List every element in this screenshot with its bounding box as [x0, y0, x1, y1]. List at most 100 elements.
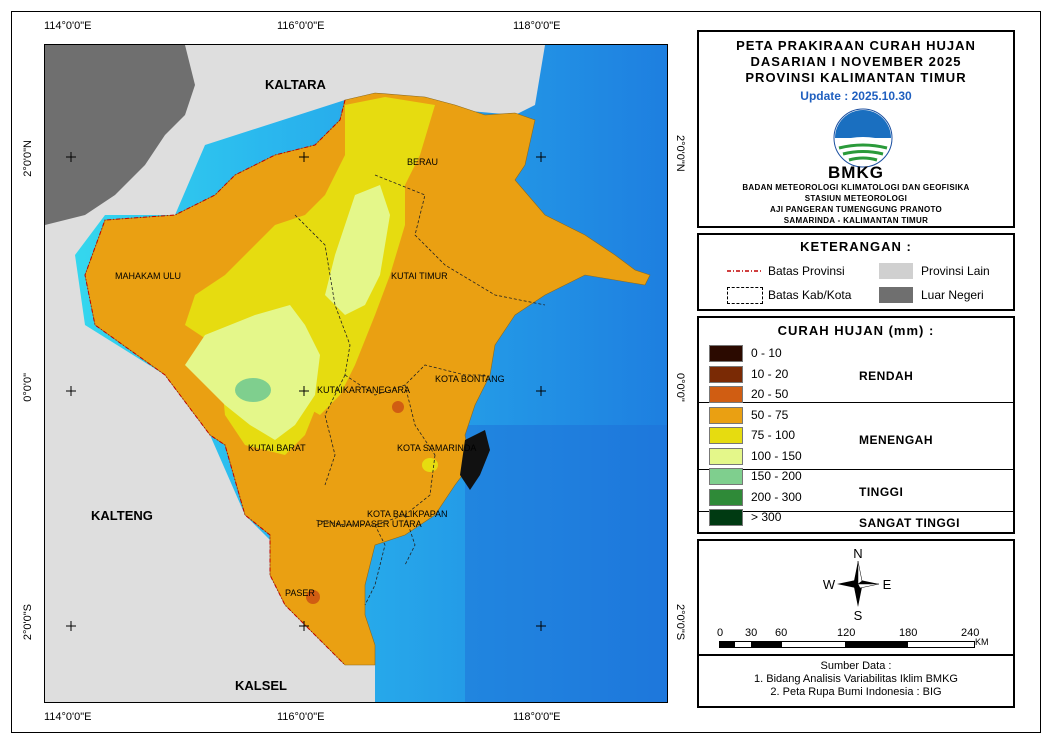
zone-20-50-paser: [306, 590, 320, 604]
rainfall-legend-panel: CURAH HUJAN (mm) : RENDAH MENENGAH TINGG…: [697, 316, 1015, 534]
institution-line-1: BADAN METEOROLOGI KLIMATOLOGI DAN GEOFIS…: [742, 183, 970, 192]
divider-2: [699, 469, 1013, 470]
label-berau: BERAU: [407, 157, 438, 167]
rainfall-swatch: [709, 386, 743, 403]
coord-right-0: 0°0'0": [674, 373, 686, 402]
category-menengah: MENENGAH: [859, 433, 934, 447]
source-line-1: 1. Bidang Analisis Variabilitas Iklim BM…: [754, 673, 958, 685]
update-date: Update : 2025.10.30: [800, 89, 912, 103]
scale-tick-60: 60: [775, 627, 788, 639]
rainfall-legend-title: CURAH HUJAN (mm) :: [777, 323, 935, 338]
rainfall-swatch: [709, 488, 743, 506]
category-tinggi: TINGGI: [859, 485, 904, 499]
rainfall-swatch: [709, 406, 743, 424]
institution-line-3: AJI PANGERAN TUMENGGUNG PRANOTO: [769, 205, 943, 214]
title-line-3: PROVINSI KALIMANTAN TIMUR: [745, 70, 967, 85]
rainfall-class-label: 50 - 75: [751, 407, 789, 422]
label-kota-bontang: KOTA BONTANG: [435, 374, 505, 384]
bmkg-logo: [833, 108, 893, 168]
label-kota-balikpapan: KOTA BALIKPAPAN: [367, 509, 448, 519]
coord-top-114: 114°0'0"E: [44, 20, 92, 32]
compass-e: E: [883, 577, 892, 592]
scale-tick-240: 240: [961, 627, 980, 639]
source-panel: Sumber Data : 1. Bidang Analisis Variabi…: [697, 656, 1015, 708]
divider-3: [699, 511, 1013, 512]
rainfall-class-label: 200 - 300: [751, 489, 802, 504]
label-kalteng: KALTENG: [91, 508, 153, 523]
label-kaltara: KALTARA: [265, 77, 327, 92]
rainfall-swatch: [709, 509, 743, 526]
compass-rose: N S W E: [823, 547, 892, 621]
zone-100-150-west: [185, 305, 320, 440]
title-line-1: PETA PRAKIRAAN CURAH HUJAN: [736, 38, 976, 53]
province-border: [84, 99, 346, 666]
label-kalsel: KALSEL: [235, 678, 287, 693]
legend-luar-negeri: Luar Negeri: [921, 288, 984, 302]
scale-bar: 0 30 60 120 180 240 KM: [699, 627, 1013, 649]
scale-unit: KM: [975, 637, 989, 647]
label-penajam: PENAJAMPASER UTARA: [317, 519, 422, 529]
label-kutai-timur: KUTAI TIMUR: [391, 271, 448, 281]
foreign-swatch: [879, 287, 913, 303]
title-line-2: DASARIAN I NOVEMBER 2025: [750, 54, 962, 69]
rainfall-class-label: 0 - 10: [751, 346, 782, 360]
coord-left-2n: 2°0'0"N: [22, 140, 34, 177]
scale-tick-120: 120: [837, 627, 856, 639]
graticule-crosses: [66, 152, 546, 631]
scale-tick-0: 0: [717, 627, 724, 639]
compass-scale-panel: N S W E 0 30 60 120 180 240 KM: [697, 539, 1015, 656]
coord-left-0: 0°0'0": [22, 373, 34, 402]
regency-border-symbol: [727, 287, 763, 304]
institution-line-4: SAMARINDA - KALIMANTAN TIMUR: [783, 216, 929, 225]
rainfall-class-label: 75 - 100: [751, 428, 796, 442]
other-provinces-west: [45, 45, 545, 702]
coord-bottom-118: 118°0'0"E: [513, 711, 561, 723]
compass-w: W: [823, 577, 836, 592]
rainfall-map: KALTARA KALTENG KALSEL BERAU MAHAKAM ULU…: [44, 44, 668, 703]
zone-75-100-samarinda: [422, 458, 438, 472]
label-mahakam-ulu: MAHAKAM ULU: [115, 271, 181, 281]
coord-top-116: 116°0'0"E: [277, 20, 325, 32]
zone-20-50-kukar: [392, 401, 404, 413]
coord-bottom-114: 114°0'0"E: [44, 711, 92, 723]
other-province-swatch: [879, 263, 913, 279]
title-panel: PETA PRAKIRAAN CURAH HUJAN DASARIAN I NO…: [697, 30, 1015, 228]
rainfall-class-label: 10 - 20: [751, 366, 789, 381]
rainfall-swatch: [709, 345, 743, 362]
source-line-2: 2. Peta Rupa Bumi Indonesia : BIG: [770, 686, 942, 698]
label-kutai-kartanegara: KUTAIKARTANEGARA: [317, 385, 410, 395]
bmkg-logo-text: BMKG: [828, 163, 884, 182]
rainfall-class-label: 150 - 200: [751, 469, 802, 483]
rainfall-swatch: [709, 365, 743, 383]
label-kota-samarinda: KOTA SAMARINDA: [397, 443, 476, 453]
compass-s: S: [854, 608, 863, 621]
divider-1: [699, 402, 1013, 403]
zone-150-200: [235, 378, 271, 402]
label-kutai-barat: KUTAI BARAT: [248, 443, 306, 453]
legend-provinsi-lain: Provinsi Lain: [921, 264, 990, 278]
map-frame: [11, 11, 1041, 733]
legend-batas-kab: Batas Kab/Kota: [768, 288, 852, 302]
coord-right-2s: 2°0'0"S: [674, 604, 686, 641]
mahakam-delta: [460, 430, 490, 490]
category-rendah: RENDAH: [859, 369, 914, 383]
rainfall-swatch: [709, 468, 743, 485]
coord-bottom-116: 116°0'0"E: [277, 711, 325, 723]
rainfall-class-label: > 300: [751, 510, 782, 524]
label-paser: PASER: [285, 588, 315, 598]
keterangan-panel: KETERANGAN : Batas Provinsi Batas Kab/Ko…: [697, 233, 1015, 311]
rainfall-class-label: 100 - 150: [751, 448, 802, 463]
zone-100-150-north: [325, 185, 390, 315]
rainfall-class-label: 20 - 50: [751, 387, 789, 401]
coord-left-2s: 2°0'0"S: [22, 604, 34, 641]
scale-tick-30: 30: [745, 627, 758, 639]
rainfall-swatch: [709, 427, 743, 444]
coord-right-2n: 2°0'0"N: [674, 135, 686, 172]
rainfall-swatch: [709, 447, 743, 465]
foreign-country: [45, 45, 195, 225]
scale-tick-180: 180: [899, 627, 918, 639]
regency-borders: [294, 174, 546, 606]
sea-deep: [465, 425, 667, 702]
legend-batas-provinsi: Batas Provinsi: [768, 264, 845, 278]
institution-line-2: STASIUN METEOROLOGI: [804, 194, 908, 203]
